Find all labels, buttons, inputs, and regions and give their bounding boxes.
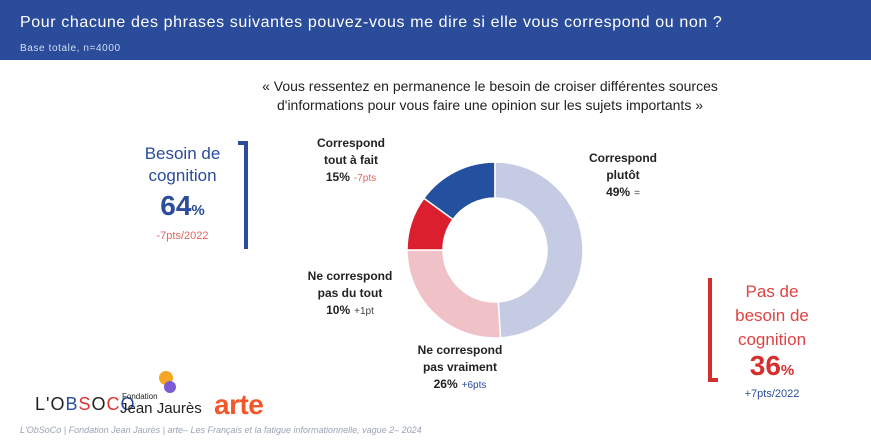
label-3-delta: +1pt <box>354 306 374 317</box>
right-summary-label: Pas de besoin de cognition <box>722 280 822 352</box>
footer-source: L'ObSoCo | Fondation Jean Jaurès | arte–… <box>20 425 422 435</box>
obsoco-logo: L'OBSOCO <box>35 394 136 415</box>
arte-logo: arte <box>214 389 264 420</box>
slice-ne-correspond-pas-vraiment <box>406 249 502 339</box>
obsoco-part-2: B <box>65 394 79 414</box>
quote-line-1: « Vous ressentez en permanence le besoin… <box>262 78 718 94</box>
label-0-line-2: tout à fait <box>324 153 378 167</box>
right-pct-value: 36 <box>749 350 781 381</box>
obsoco-part-1: L'O <box>35 394 66 414</box>
label-ne-correspond-pas-du-tout: Ne correspond pas du tout 10% +1pt <box>290 268 410 320</box>
label-2-line-1: Ne correspond <box>417 343 503 357</box>
label-2-delta: +6pts <box>461 380 487 391</box>
left-summary-label: Besoin de cognition <box>130 143 235 187</box>
sample-base: Base totale, n=4000 <box>20 43 121 54</box>
right-label-line-1: Pas de <box>745 282 799 301</box>
left-label-line-2: cognition <box>148 166 217 185</box>
left-label-line-1: Besoin de <box>144 144 221 163</box>
label-3-line-2: pas du tout <box>317 286 383 300</box>
label-3-line-1: Ne correspond <box>307 269 393 283</box>
left-pct-unit: % <box>191 202 205 219</box>
slice-correspond-plutot <box>494 161 584 339</box>
right-label-line-3: cognition <box>737 330 807 349</box>
label-2-line-2: pas vraiment <box>422 360 498 374</box>
label-0-line-1: Correspond <box>316 136 385 150</box>
slice-ne-correspond-pas-du-tout <box>406 197 454 251</box>
jean-jaures-logo: Jean Jaurès <box>120 400 202 417</box>
fondation-jj-emblem-icon <box>159 371 176 393</box>
left-bracket <box>238 141 248 249</box>
obsoco-part-5: C <box>106 394 121 414</box>
label-0-delta: -7pts <box>353 173 377 184</box>
right-label-line-2: besoin de <box>735 306 809 325</box>
label-correspond-tout-a-fait: Correspond tout à fait 15% -7pts <box>296 135 406 187</box>
label-correspond-plutot: Correspond plutôt 49% = <box>568 150 678 202</box>
label-1-delta: = <box>634 188 640 199</box>
label-1-value: 49% <box>606 185 631 199</box>
obsoco-part-6: O <box>120 394 136 414</box>
right-summary-percent: 36% <box>722 350 822 387</box>
statement-quote: « Vous ressentez en permanence le besoin… <box>240 77 740 115</box>
quote-line-2: d'informations pour vous faire une opini… <box>276 97 703 113</box>
label-1-line-2: plutôt <box>606 168 640 182</box>
obsoco-part-4: O <box>91 394 107 414</box>
page-title: Pour chacune des phrases suivantes pouve… <box>20 14 723 31</box>
obsoco-part-3: S <box>78 394 92 414</box>
right-summary-delta: +7pts/2022 <box>744 388 800 400</box>
label-1-line-1: Correspond <box>588 151 657 165</box>
fondation-label: Fondation <box>122 392 158 401</box>
label-ne-correspond-pas-vraiment: Ne correspond pas vraiment 26% +6pts <box>400 342 520 394</box>
label-0-value: 15% <box>325 170 350 184</box>
label-3-value: 10% <box>326 303 351 317</box>
header-banner: Pour chacune des phrases suivantes pouve… <box>0 0 871 60</box>
left-summary-delta: -7pts/2022 <box>156 230 209 242</box>
right-pct-unit: % <box>780 362 795 379</box>
left-pct-value: 64 <box>160 190 192 221</box>
label-2-value: 26% <box>433 377 458 391</box>
left-summary-percent: 64% <box>130 190 235 227</box>
